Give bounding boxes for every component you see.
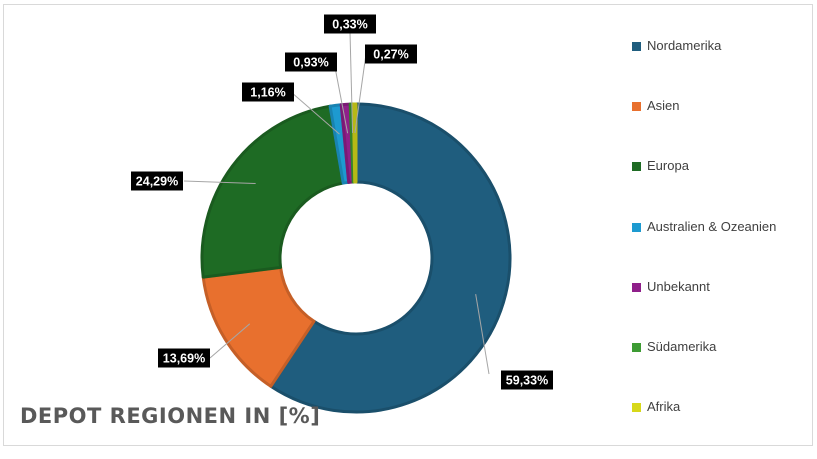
legend-item-europa: Europa <box>632 158 812 218</box>
legend-label: Unbekannt <box>647 278 710 294</box>
leader-line <box>354 53 367 134</box>
leader-line <box>333 61 349 134</box>
leader-line <box>349 31 354 134</box>
legend-item-asien: Asien <box>632 98 812 158</box>
data-label-box <box>324 14 376 34</box>
data-labels: 59,33% 13,69% 24,29% 1,16% 0,93% 0,33% 0,27% <box>131 14 553 390</box>
legend-swatch <box>632 403 641 413</box>
leader-lines <box>183 31 490 375</box>
data-label-box <box>131 171 183 191</box>
legend-swatch <box>632 162 641 172</box>
legend-item-afrika: Afrika <box>632 399 812 459</box>
data-label-group: 0,27% <box>365 44 417 64</box>
legend-label: Asien <box>647 98 680 114</box>
data-label-group: 59,33% <box>501 370 553 390</box>
data-label: 0,93% <box>293 56 328 70</box>
data-label-group: 0,33% <box>324 14 376 34</box>
donut-slice-nordamerika <box>269 102 512 414</box>
chart-title: DEPOT REGIONEN IN [%] <box>20 404 321 428</box>
data-label-group: 1,16% <box>242 82 294 102</box>
data-label: 59,33% <box>506 374 548 388</box>
legend-label: Australien & Ozeanien <box>647 218 777 234</box>
legend-label: Nordamerika <box>647 38 722 53</box>
data-label-box <box>501 370 553 390</box>
legend-swatch <box>632 282 641 292</box>
legend: Nordamerika Asien Europa Australien & Oz… <box>632 38 812 459</box>
legend-label: Südamerika <box>647 338 717 354</box>
data-label-group: 0,93% <box>285 52 337 72</box>
data-label: 24,29% <box>136 175 178 189</box>
data-label: 0,33% <box>332 18 367 32</box>
legend-swatch <box>632 222 641 232</box>
legend-label: Europa <box>647 158 689 174</box>
data-label-group: 13,69% <box>158 348 210 368</box>
data-label: 13,69% <box>163 352 205 366</box>
leader-line <box>290 91 340 135</box>
data-label-box <box>285 52 337 72</box>
legend-swatch <box>632 342 641 352</box>
legend-item-unbekannt: Unbekannt <box>632 279 812 339</box>
legend-label: Afrika <box>647 399 681 415</box>
leader-line <box>209 323 251 359</box>
data-label-box <box>242 82 294 102</box>
data-label-box <box>158 348 210 368</box>
data-label-box <box>365 44 417 64</box>
donut-slices <box>200 102 512 414</box>
legend-item-nordamerika: Nordamerika <box>632 38 812 98</box>
legend-item-australien-ozeanien: Australien & Ozeanien <box>632 219 812 279</box>
data-label: 0,27% <box>373 48 408 62</box>
donut-slice-europa <box>200 104 345 279</box>
legend-swatch <box>632 42 641 51</box>
leader-line <box>475 294 490 375</box>
leader-line <box>183 180 256 184</box>
data-label: 1,16% <box>250 86 285 100</box>
legend-item-suedamerika: Südamerika <box>632 339 812 399</box>
donut-slice-afrika <box>351 102 358 184</box>
legend-swatch <box>632 102 641 112</box>
data-label-group: 24,29% <box>131 171 183 191</box>
